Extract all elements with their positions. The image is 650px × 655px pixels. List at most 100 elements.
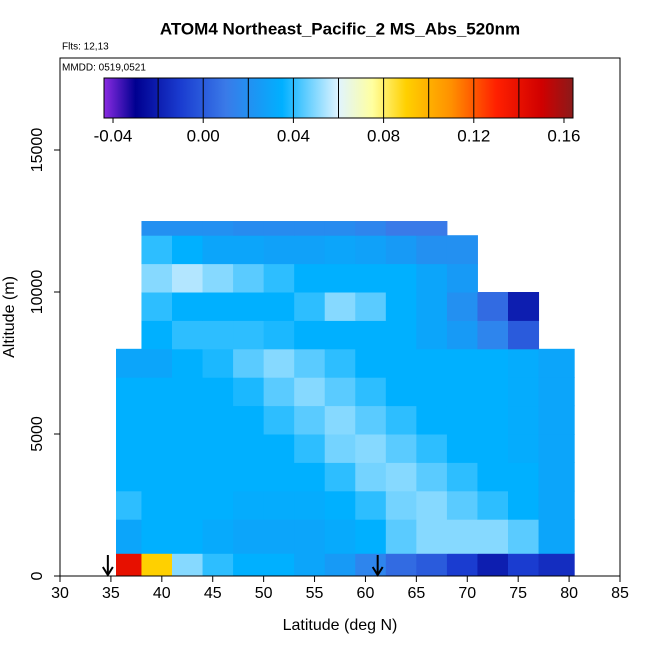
heat-cell: [233, 348, 265, 378]
heat-cell: [446, 292, 478, 321]
heat-cell: [355, 348, 387, 378]
heat-cell: [324, 405, 356, 435]
heat-cell: [202, 377, 234, 407]
heat-cell: [385, 462, 417, 492]
heat-cell: [141, 235, 173, 265]
y-tick-label: 15000: [29, 128, 46, 173]
heat-cell: [172, 221, 204, 236]
heat-cell: [385, 235, 417, 265]
x-tick-label: 75: [509, 585, 527, 602]
heat-cell: [324, 263, 356, 293]
y-axis-label: Altitude (m): [1, 276, 18, 358]
heat-cell: [294, 263, 326, 293]
x-tick-label: 40: [153, 585, 171, 602]
heat-cell: [172, 377, 204, 407]
heat-cell: [385, 553, 417, 577]
heat-cell: [446, 235, 478, 265]
heat-cell: [141, 263, 173, 293]
heat-cell: [416, 235, 448, 265]
heat-cell: [477, 377, 509, 407]
x-axis-label: Latitude (deg N): [283, 617, 398, 634]
heat-cell: [233, 221, 265, 236]
flights-note: Flts: 12,13: [62, 42, 109, 53]
y-tick-label: 5000: [29, 416, 46, 452]
colorbar-tick-label: 0.04: [277, 126, 310, 145]
x-tick-label: 80: [560, 585, 578, 602]
heat-cell: [141, 434, 173, 463]
colorbar-tick-label: 0.12: [457, 126, 490, 145]
heat-cell: [294, 377, 326, 407]
heat-cell: [477, 519, 509, 554]
colorbar-tick-label: 0.16: [547, 126, 580, 145]
heat-cell: [446, 320, 478, 350]
heat-cell: [355, 405, 387, 435]
x-tick-label: 60: [357, 585, 375, 602]
heat-cell: [263, 348, 295, 378]
heat-cell: [202, 519, 234, 554]
heat-cell: [172, 263, 204, 293]
heat-cell: [324, 434, 356, 463]
heat-cell: [385, 292, 417, 321]
heat-cell: [385, 348, 417, 378]
heat-cell: [141, 553, 173, 577]
heat-cell: [202, 405, 234, 435]
heat-cell: [116, 405, 142, 435]
heat-cell: [385, 221, 417, 236]
heat-cell: [263, 490, 295, 520]
heat-cell: [477, 320, 509, 350]
heat-cell: [355, 221, 387, 236]
heat-cell: [263, 377, 295, 407]
heat-cell: [324, 462, 356, 492]
heat-cell: [141, 462, 173, 492]
heat-cell: [355, 263, 387, 293]
heat-cell: [294, 553, 326, 577]
heat-cell: [202, 221, 234, 236]
heat-cell: [416, 320, 448, 350]
heat-cell: [294, 292, 326, 321]
heat-cell: [141, 320, 173, 350]
heat-cell: [172, 235, 204, 265]
heat-cell: [233, 235, 265, 265]
heat-cell: [416, 519, 448, 554]
heat-cell: [538, 348, 575, 378]
heat-cell: [172, 320, 204, 350]
heat-cell: [416, 490, 448, 520]
heat-cell: [324, 320, 356, 350]
heat-cell: [172, 519, 204, 554]
heat-cell: [233, 519, 265, 554]
heat-cell: [477, 292, 509, 321]
x-tick-label: 50: [255, 585, 273, 602]
heat-cell: [508, 320, 540, 350]
heat-cell: [294, 462, 326, 492]
heat-cell: [172, 405, 204, 435]
heat-cell: [324, 292, 356, 321]
x-tick-label: 70: [458, 585, 476, 602]
heat-cell: [172, 434, 204, 463]
heat-cell: [233, 292, 265, 321]
heat-cell: [324, 490, 356, 520]
x-tick-label: 55: [306, 585, 324, 602]
heat-cell: [294, 434, 326, 463]
heat-cell: [263, 405, 295, 435]
heat-cell: [477, 405, 509, 435]
heat-cell: [141, 490, 173, 520]
heat-cell: [355, 490, 387, 520]
heat-cell: [141, 519, 173, 554]
heat-cell: [202, 320, 234, 350]
heat-cell: [385, 377, 417, 407]
heat-cell: [141, 221, 173, 236]
heat-cell: [446, 490, 478, 520]
heat-cell: [355, 377, 387, 407]
heat-cell: [233, 490, 265, 520]
heat-cell: [324, 221, 356, 236]
heat-cell: [477, 462, 509, 492]
heat-cell: [446, 434, 478, 463]
heat-cell: [324, 235, 356, 265]
heat-cell: [294, 320, 326, 350]
heat-cell: [294, 221, 326, 236]
heat-cell: [508, 377, 540, 407]
heat-cell: [294, 519, 326, 554]
heat-cell: [355, 235, 387, 265]
heat-cell: [355, 434, 387, 463]
